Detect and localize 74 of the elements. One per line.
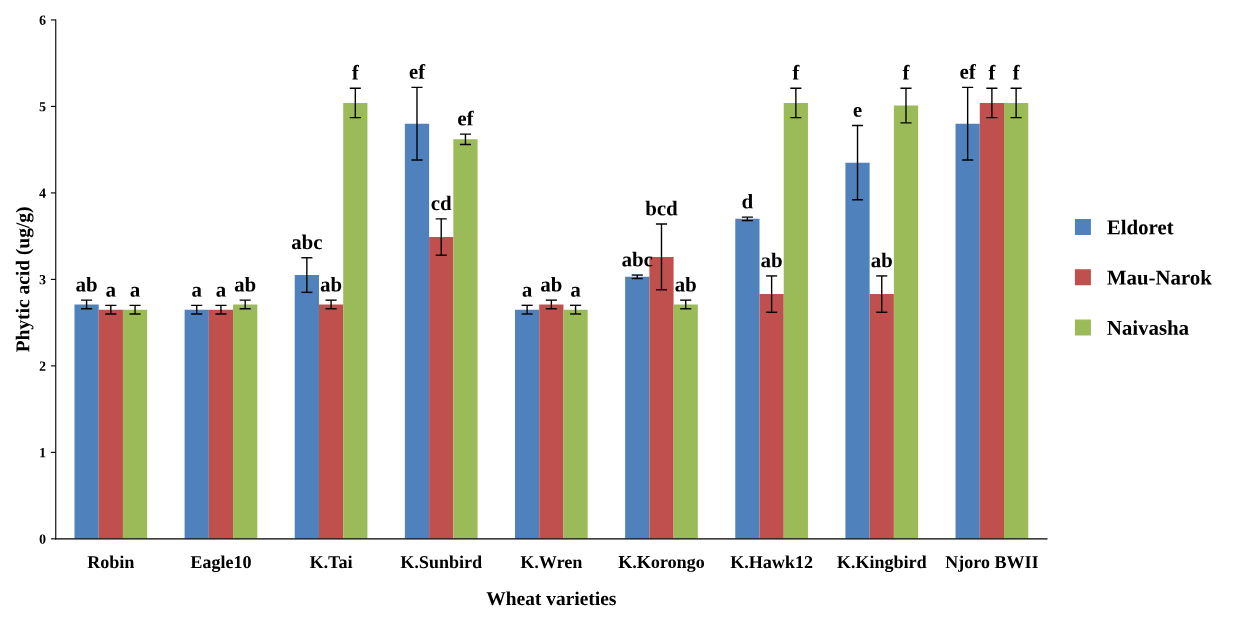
data-label: ef	[960, 63, 976, 79]
data-label: f	[352, 64, 359, 80]
bar	[184, 309, 209, 539]
x-tick-label: Njoro BWII	[945, 555, 1039, 572]
data-label: e	[853, 106, 862, 117]
x-tick-label: Eagle10	[190, 555, 251, 573]
y-tick-label: 6	[39, 15, 46, 25]
x-tick-label: K.Wren	[520, 556, 583, 569]
bar	[673, 304, 698, 539]
bar	[955, 123, 980, 539]
bar	[515, 309, 540, 539]
bar	[735, 218, 760, 539]
bar	[1004, 102, 1029, 539]
data-label: f	[792, 64, 800, 80]
legend-label: Naivasha	[1107, 320, 1189, 335]
data-label: ab	[234, 276, 256, 292]
x-tick-label: K.Hawk12	[730, 555, 813, 569]
y-axis-title: Phytic acid (ug/g)	[15, 207, 34, 352]
data-label: d	[742, 193, 753, 209]
data-label: ab	[871, 252, 892, 268]
bar	[122, 309, 148, 539]
bar	[563, 309, 588, 539]
bar	[404, 123, 430, 539]
data-label: bcd	[645, 200, 678, 216]
data-label: ab	[320, 276, 342, 292]
bar	[845, 162, 870, 539]
bar	[98, 309, 123, 539]
bar	[979, 102, 1004, 539]
legend-label: Eldoret	[1107, 219, 1174, 235]
y-tick-label: 2	[39, 361, 46, 371]
x-tick-label: K.Sunbird	[400, 555, 482, 569]
data-label: abc	[622, 251, 653, 267]
bar	[294, 275, 319, 539]
data-label: a	[106, 286, 116, 297]
bar	[208, 309, 234, 539]
bar	[74, 304, 99, 539]
x-tick-label: K.Kingbird	[837, 555, 927, 573]
data-label: ab	[541, 276, 562, 292]
data-label: a	[522, 286, 533, 297]
data-label: ab	[675, 276, 696, 292]
data-label: a	[216, 286, 226, 297]
data-label: f	[1012, 64, 1020, 80]
legend-label: Mau-Narok	[1107, 270, 1212, 285]
x-tick-label: K.Korongo	[618, 556, 705, 572]
x-tick-label: K.Tai	[309, 555, 353, 569]
bar	[759, 294, 784, 539]
data-label: a	[130, 286, 140, 297]
y-tick-label: 4	[39, 188, 46, 198]
bar	[318, 304, 344, 539]
y-tick-label: 5	[39, 102, 46, 112]
data-label: f	[988, 64, 996, 80]
bar	[539, 304, 564, 539]
bar	[453, 139, 478, 539]
data-label: abc	[291, 234, 322, 250]
data-label: a	[571, 286, 581, 297]
data-label: ab	[76, 276, 97, 292]
data-label: ef	[409, 63, 426, 79]
bar	[625, 276, 650, 539]
x-axis-title: Wheat varieties	[486, 591, 616, 606]
bar	[429, 237, 454, 539]
data-label: ef	[458, 110, 474, 126]
y-tick-label: 3	[39, 275, 46, 285]
x-tick-label: Robin	[87, 555, 135, 569]
bar	[783, 102, 808, 539]
y-tick-label: 1	[40, 448, 46, 458]
data-label: cd	[431, 195, 452, 211]
bar	[893, 105, 919, 539]
y-tick-label: 0	[39, 534, 46, 544]
bar	[343, 102, 368, 539]
bar	[869, 294, 894, 539]
bar	[233, 304, 258, 539]
data-label: a	[192, 286, 202, 297]
data-label: ab	[761, 252, 782, 268]
data-label: f	[902, 64, 910, 80]
